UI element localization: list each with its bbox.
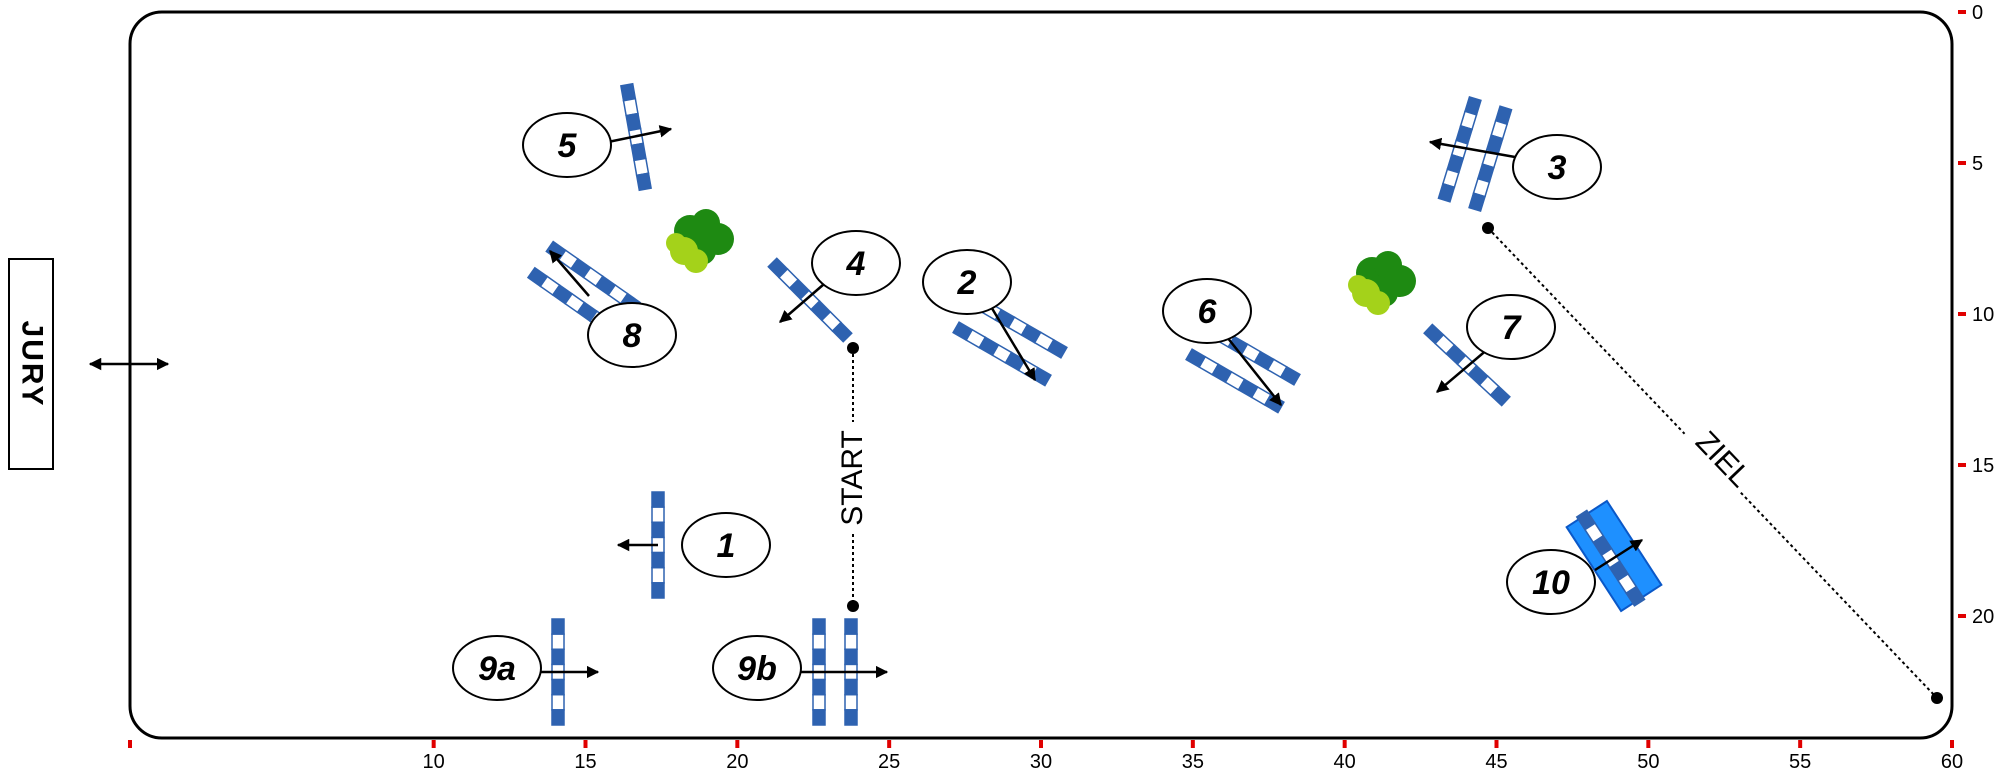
scale-x-label-55: 55 [1789,751,1811,770]
start-post-top [847,342,859,354]
obstacle-number-8: 8 [587,302,677,368]
obstacle-5 [620,82,652,192]
obstacle-number-2: 2 [922,249,1012,315]
start-label: START [836,430,869,526]
scale-x-tick-0 [128,740,132,748]
scale-x-tick-20 [735,740,740,748]
obstacle-number-text-7: 7 [1502,309,1523,347]
scale-x-label-15: 15 [574,751,596,770]
scale-y-label-15: 15 [1972,455,1994,477]
direction-arrow-6 [1222,331,1282,406]
scale-y-tick-15 [1958,463,1966,467]
scale-x-tick-45 [1494,740,1499,748]
pole-9b-2 [844,618,858,726]
scale-y-label-5: 5 [1972,153,1983,175]
tree-bush-left [666,209,734,273]
scale-x-tick-35 [1190,740,1195,748]
pole-10 [1575,509,1646,607]
obstacle-9b [812,618,858,726]
pole-3-2 [1468,105,1513,213]
direction-arrow-2 [988,304,1037,382]
scale-x-tick-25 [887,740,892,748]
pole-3-1 [1437,95,1482,203]
scale-y-label-20: 20 [1972,606,1994,628]
scale-x-label-10: 10 [423,751,445,770]
direction-arrow-3 [1428,137,1516,159]
finish-line: ZIEL [1482,222,1943,704]
obstacle-7 [1423,323,1511,407]
scale-y-tick-0 [1958,10,1966,14]
start-post-bottom [847,600,859,612]
pole-8-2 [545,240,642,314]
scale-x-label-30: 30 [1030,751,1052,770]
pole-5-1 [620,82,652,192]
pole-6-1 [1185,348,1285,414]
scale-x-label-25: 25 [878,751,900,770]
start-line: START [833,342,873,612]
pole-2-1 [952,321,1052,387]
obstacle-10 [1565,499,1663,613]
obstacle-number-text-5: 5 [558,127,578,165]
obstacle-number-9a: 9a [452,635,542,701]
scale-x-tick-55 [1798,740,1803,748]
finish-post-bottom [1931,692,1943,704]
scale-y-label-10: 10 [1972,304,1994,326]
scale-x-label-45: 45 [1485,751,1507,770]
scale-y-label-0: 0 [1972,2,1983,24]
direction-arrow-5 [607,125,673,144]
obstacle-number-5: 5 [522,112,612,178]
obstacle-number-3: 3 [1512,134,1602,200]
obstacle-4 [767,257,853,343]
scale-x-label-35: 35 [1182,751,1204,770]
pole-9b-1 [812,618,826,726]
obstacle-number-9b: 9b [712,635,802,701]
obstacle-number-text-2: 2 [957,264,977,302]
scale-x-label-40: 40 [1334,751,1356,770]
scale-x-label-20: 20 [726,751,748,770]
scale-x-tick-50 [1646,740,1651,748]
scale-x-label-60: 60 [1941,751,1963,770]
obstacle-number-10: 10 [1506,549,1596,615]
scale-x-tick-60 [1950,740,1954,748]
scale-x-tick-30 [1039,740,1043,748]
pole-7-1 [1423,323,1511,407]
tree-bush-right [1348,251,1416,315]
jury-box: JURY [8,258,54,470]
direction-arrow-10 [1594,538,1644,572]
obstacle-number-text-3: 3 [1548,149,1567,187]
obstacle-number-text-4: 4 [846,245,866,283]
obstacle-number-text-9a: 9a [478,650,516,688]
obstacle-number-text-1: 1 [717,527,736,565]
scale-x-tick-40 [1342,740,1347,748]
obstacle-number-6: 6 [1162,278,1252,344]
obstacle-number-text-8: 8 [623,317,642,355]
obstacles: 1 2 3 4 5 6 7 8 9a 9b 10 [452,82,1663,726]
scale-x-label-50: 50 [1637,751,1659,770]
scale-x-tick-15 [583,740,588,748]
obstacle-3 [1437,95,1513,213]
obstacle-number-1: 1 [681,512,771,578]
scale-y-tick-5 [1958,161,1966,165]
scale-x-tick-10 [431,740,436,748]
obstacle-number-4: 4 [811,230,901,296]
scale-y-tick-10 [1958,312,1966,316]
obstacle-number-7: 7 [1466,294,1556,360]
scale-y-tick-20 [1958,614,1966,618]
arena-outline [128,10,1954,740]
obstacle-number-text-9b: 9b [737,650,777,688]
obstacle-number-text-6: 6 [1198,293,1218,331]
finish-post-top [1482,222,1494,234]
obstacle-number-text-10: 10 [1532,564,1570,602]
direction-arrow-8 [549,250,590,297]
pole-4-1 [767,257,853,343]
